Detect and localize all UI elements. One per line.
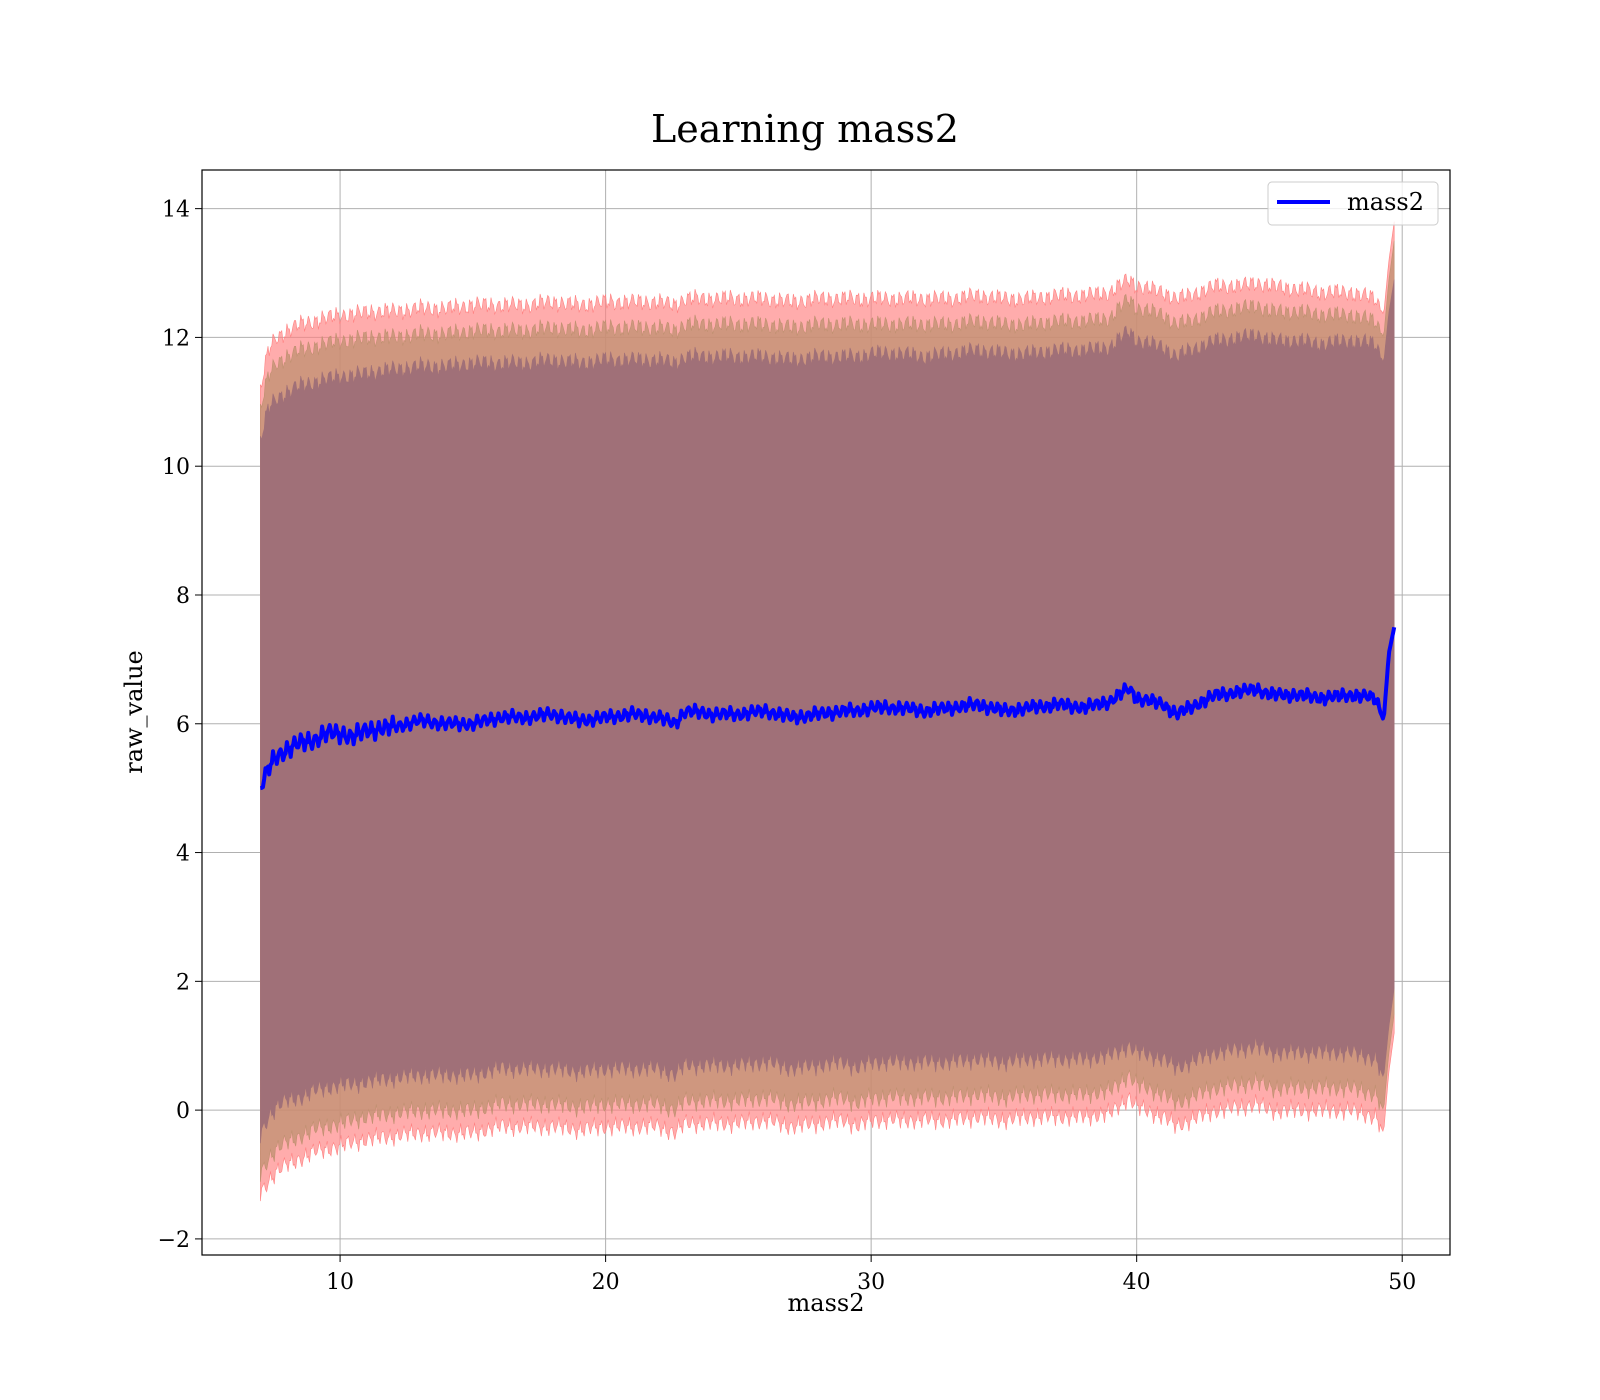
y-axis-ticks: −2 0 2 4 6 8 10 12 14: [158, 198, 202, 1253]
x-tick-label: 30: [857, 1270, 885, 1295]
plot-frame: [201, 169, 1451, 1256]
legend: mass2: [1267, 181, 1439, 226]
x-tick-label: 50: [1388, 1270, 1416, 1295]
x-axis-label: mass2: [788, 1289, 865, 1317]
legend-box: [1267, 181, 1439, 226]
y-tick-label: 6: [176, 713, 190, 738]
x-tick-label: 40: [1123, 1270, 1151, 1295]
confidence-bands: [260, 221, 1395, 1202]
y-axis-label: raw_value: [120, 650, 148, 774]
y-tick-label: 0: [176, 1099, 190, 1124]
series-lines: [259, 626, 1397, 791]
y-tick-label: 8: [176, 584, 190, 609]
y-tick-label: −2: [158, 1228, 190, 1253]
chart-title: Learning mass2: [651, 107, 959, 151]
y-tick-label: 2: [176, 970, 190, 995]
y-tick-label: 4: [176, 842, 190, 867]
y-tick-label: 14: [162, 198, 190, 223]
x-tick-label: 20: [592, 1270, 620, 1295]
series-line-mass2: [259, 626, 1397, 791]
y-tick-label: 12: [162, 326, 190, 351]
x-tick-label: 10: [326, 1270, 354, 1295]
y-tick-label: 10: [162, 455, 190, 480]
legend-label-mass2: mass2: [1347, 188, 1424, 216]
x-axis-ticks: 10 20 30 40 50: [326, 1255, 1416, 1295]
